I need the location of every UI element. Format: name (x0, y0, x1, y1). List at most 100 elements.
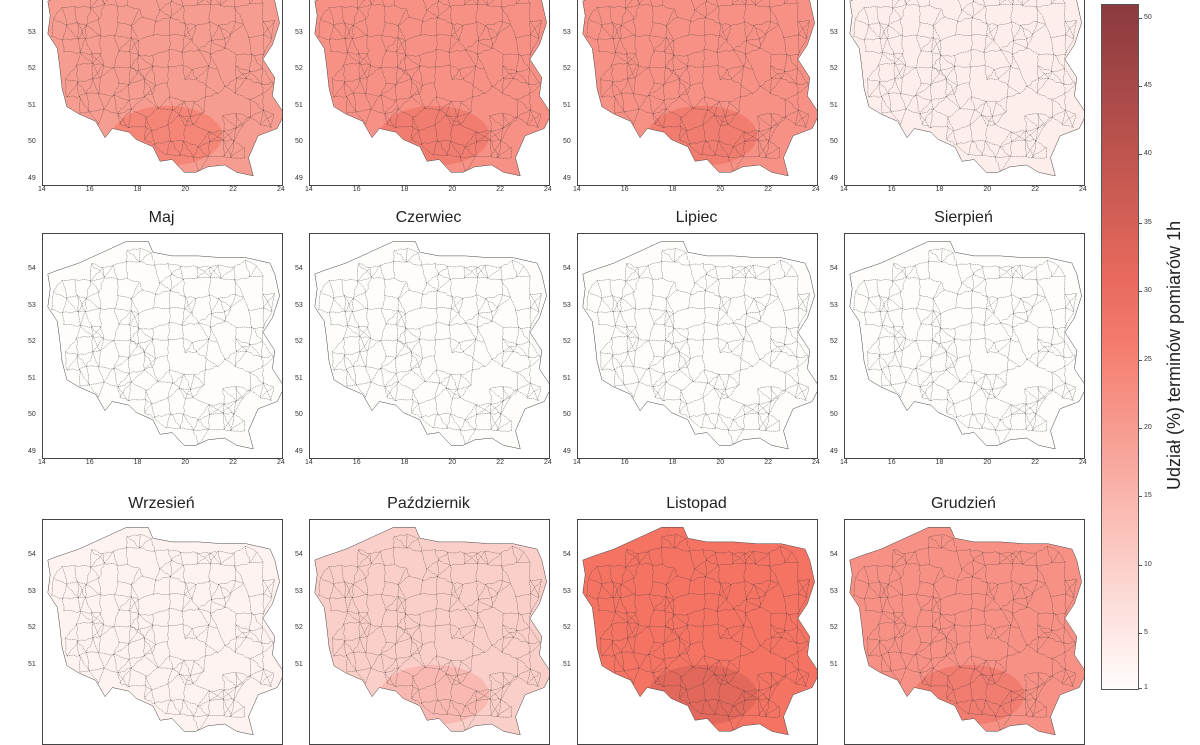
map-svg (314, 0, 549, 177)
y-tick-label: 49 (830, 447, 838, 455)
y-tick-label: 49 (563, 447, 571, 455)
country-outline (849, 241, 1084, 450)
y-tick-label: 52 (563, 338, 571, 346)
y-tick-label: 51 (28, 660, 36, 668)
x-tick-label: 20 (716, 186, 725, 193)
x-tick-label: 22 (764, 459, 772, 466)
monthly-maps-figure: 49 50 51 52 53 14 16 18 20 22 24 49 50 51 52 53 14 16 18 20… (28, 0, 1184, 745)
map-panel (42, 233, 283, 459)
map-panel (577, 233, 818, 459)
colorbar (1101, 4, 1139, 690)
y-tick-label: 50 (295, 411, 303, 419)
map-svg (849, 0, 1084, 177)
y-tick-label: 50 (295, 138, 303, 146)
x-tick-label: 16 (85, 459, 94, 466)
x-tick-label: 14 (305, 186, 313, 193)
y-tick-label: 50 (28, 138, 36, 146)
colorbar-tick-mark (1138, 496, 1142, 498)
country-outline (582, 0, 817, 177)
regional-shading (647, 105, 758, 166)
map-svg (582, 241, 817, 450)
regional-shading (647, 664, 758, 725)
map-svg (849, 241, 1084, 450)
x-tick-label: 20 (448, 459, 457, 466)
y-tick-label: 49 (28, 447, 36, 455)
district-boundaries (853, 0, 1077, 172)
district-boundaries (51, 248, 275, 445)
map-panel (577, 519, 818, 745)
y-tick-label: 49 (295, 447, 303, 455)
panel-title: Czerwiec (395, 209, 462, 226)
y-tick-label: 52 (830, 65, 838, 73)
y-tick-label: 53 (28, 301, 36, 309)
colorbar-tick-mark (1138, 428, 1142, 430)
y-tick-label: 52 (295, 65, 303, 73)
colorbar-tick-label: 5 (1144, 629, 1148, 637)
x-tick-label: 18 (400, 459, 409, 466)
panel-title: Lipiec (675, 209, 718, 226)
y-tick-label: 49 (28, 174, 36, 182)
colorbar-tick-label: 25 (1144, 355, 1152, 363)
x-tick-label: 18 (668, 459, 677, 466)
y-tick-label: 52 (830, 624, 838, 632)
x-tick-label: 20 (448, 186, 457, 193)
map-panel (844, 233, 1085, 459)
colorbar-label: Udział (%) terminów pomiarów 1h (1164, 220, 1184, 490)
district-boundaries (51, 0, 275, 172)
y-tick-label: 51 (28, 374, 36, 382)
x-tick-label: 22 (229, 186, 237, 193)
x-tick-label: 16 (887, 186, 896, 193)
y-tick-label: 53 (563, 301, 571, 309)
x-tick-label: 18 (133, 186, 142, 193)
country-fill (582, 0, 817, 176)
x-tick-label: 14 (840, 459, 848, 466)
x-tick-label: 16 (352, 186, 361, 193)
district-boundaries (853, 248, 1077, 445)
y-tick-label: 52 (563, 624, 571, 632)
country-fill (314, 241, 549, 449)
map-svg (582, 527, 817, 736)
y-tick-label: 51 (830, 101, 838, 109)
colorbar-tick-mark (1138, 222, 1142, 224)
y-tick-label: 50 (563, 411, 571, 419)
y-tick-label: 53 (295, 301, 303, 309)
country-fill (582, 527, 817, 735)
y-tick-label: 54 (830, 265, 838, 273)
y-tick-label: 54 (28, 551, 36, 559)
country-fill (849, 241, 1084, 449)
x-tick-label: 16 (85, 186, 94, 193)
country-fill (47, 527, 282, 735)
y-tick-label: 51 (830, 374, 838, 382)
map-panel (844, 519, 1085, 745)
y-tick-label: 53 (295, 28, 303, 36)
x-tick-label: 16 (352, 459, 361, 466)
colorbar-tick-label: 35 (1144, 218, 1152, 226)
x-tick-label: 22 (496, 186, 504, 193)
x-tick-label: 14 (840, 186, 848, 193)
country-fill (582, 241, 817, 449)
x-tick-label: 20 (181, 459, 190, 466)
country-fill (314, 527, 549, 735)
country-outline (314, 241, 549, 450)
x-tick-label: 20 (983, 186, 992, 193)
x-tick-label: 22 (1031, 459, 1039, 466)
x-tick-label: 14 (38, 459, 46, 466)
country-outline (314, 0, 549, 177)
district-boundaries (586, 534, 810, 731)
y-tick-label: 51 (563, 374, 571, 382)
x-tick-label: 18 (400, 186, 409, 193)
y-tick-label: 53 (295, 587, 303, 595)
y-tick-label: 54 (28, 265, 36, 273)
colorbar-tick-mark (1138, 633, 1142, 635)
colorbar-tick-label: 50 (1144, 13, 1152, 21)
y-tick-label: 51 (563, 101, 571, 109)
y-tick-label: 49 (295, 174, 303, 182)
district-boundaries (318, 248, 542, 445)
y-tick-label: 51 (28, 101, 36, 109)
x-tick-label: 16 (887, 459, 896, 466)
map-panel (844, 0, 1085, 186)
colorbar-tick-label: 45 (1144, 82, 1152, 90)
colorbar-tick-mark (1138, 359, 1142, 361)
colorbar-tick-mark (1138, 688, 1142, 689)
x-tick-label: 24 (1079, 186, 1087, 193)
